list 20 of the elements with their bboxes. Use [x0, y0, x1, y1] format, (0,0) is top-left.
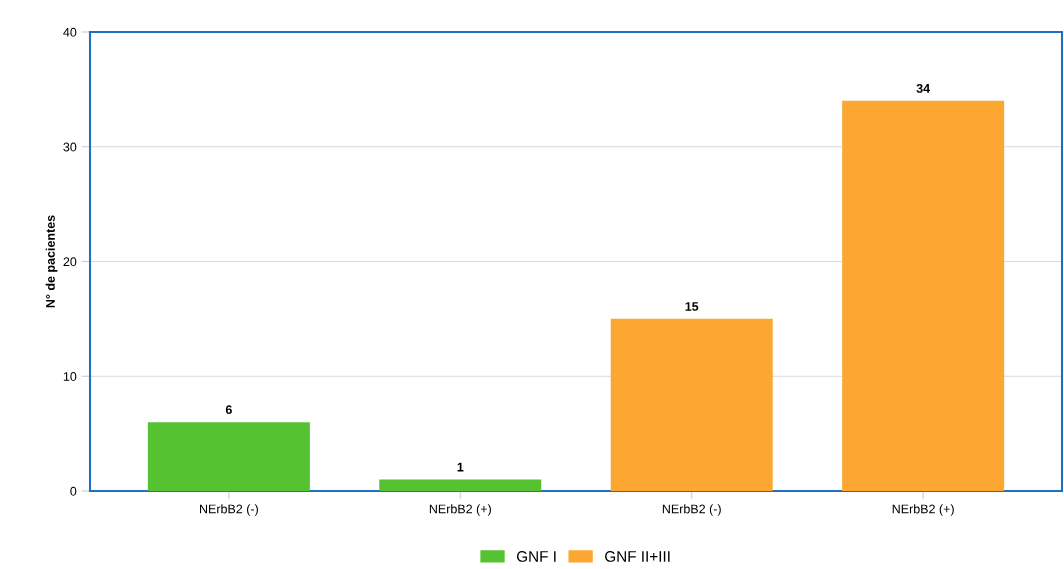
legend-label: GNF II+III: [605, 551, 670, 562]
bar: [379, 479, 542, 491]
data-label: 1: [457, 462, 464, 472]
y-tick-label: 20: [63, 257, 77, 267]
x-tick-label: NErbB2 (-): [662, 504, 721, 516]
legend-label: GNF I: [516, 551, 556, 562]
y-tick-label: 0: [70, 486, 77, 496]
x-tick-label: NErbB2 (+): [429, 504, 491, 516]
bar: [147, 422, 310, 491]
data-label: 6: [225, 405, 232, 415]
bar: [842, 100, 1005, 491]
data-label: 34: [916, 83, 931, 93]
x-tick-label: NErbB2 (+): [892, 504, 954, 516]
y-tick-label: 10: [63, 372, 77, 381]
bar: [610, 318, 773, 491]
y-axis-title: N° de pacientes: [45, 215, 58, 308]
y-tick-label: 30: [63, 142, 77, 152]
data-label: 15: [685, 302, 699, 311]
y-tick-label: 40: [63, 27, 77, 37]
x-tick-label: NErbB2 (-): [200, 504, 258, 516]
